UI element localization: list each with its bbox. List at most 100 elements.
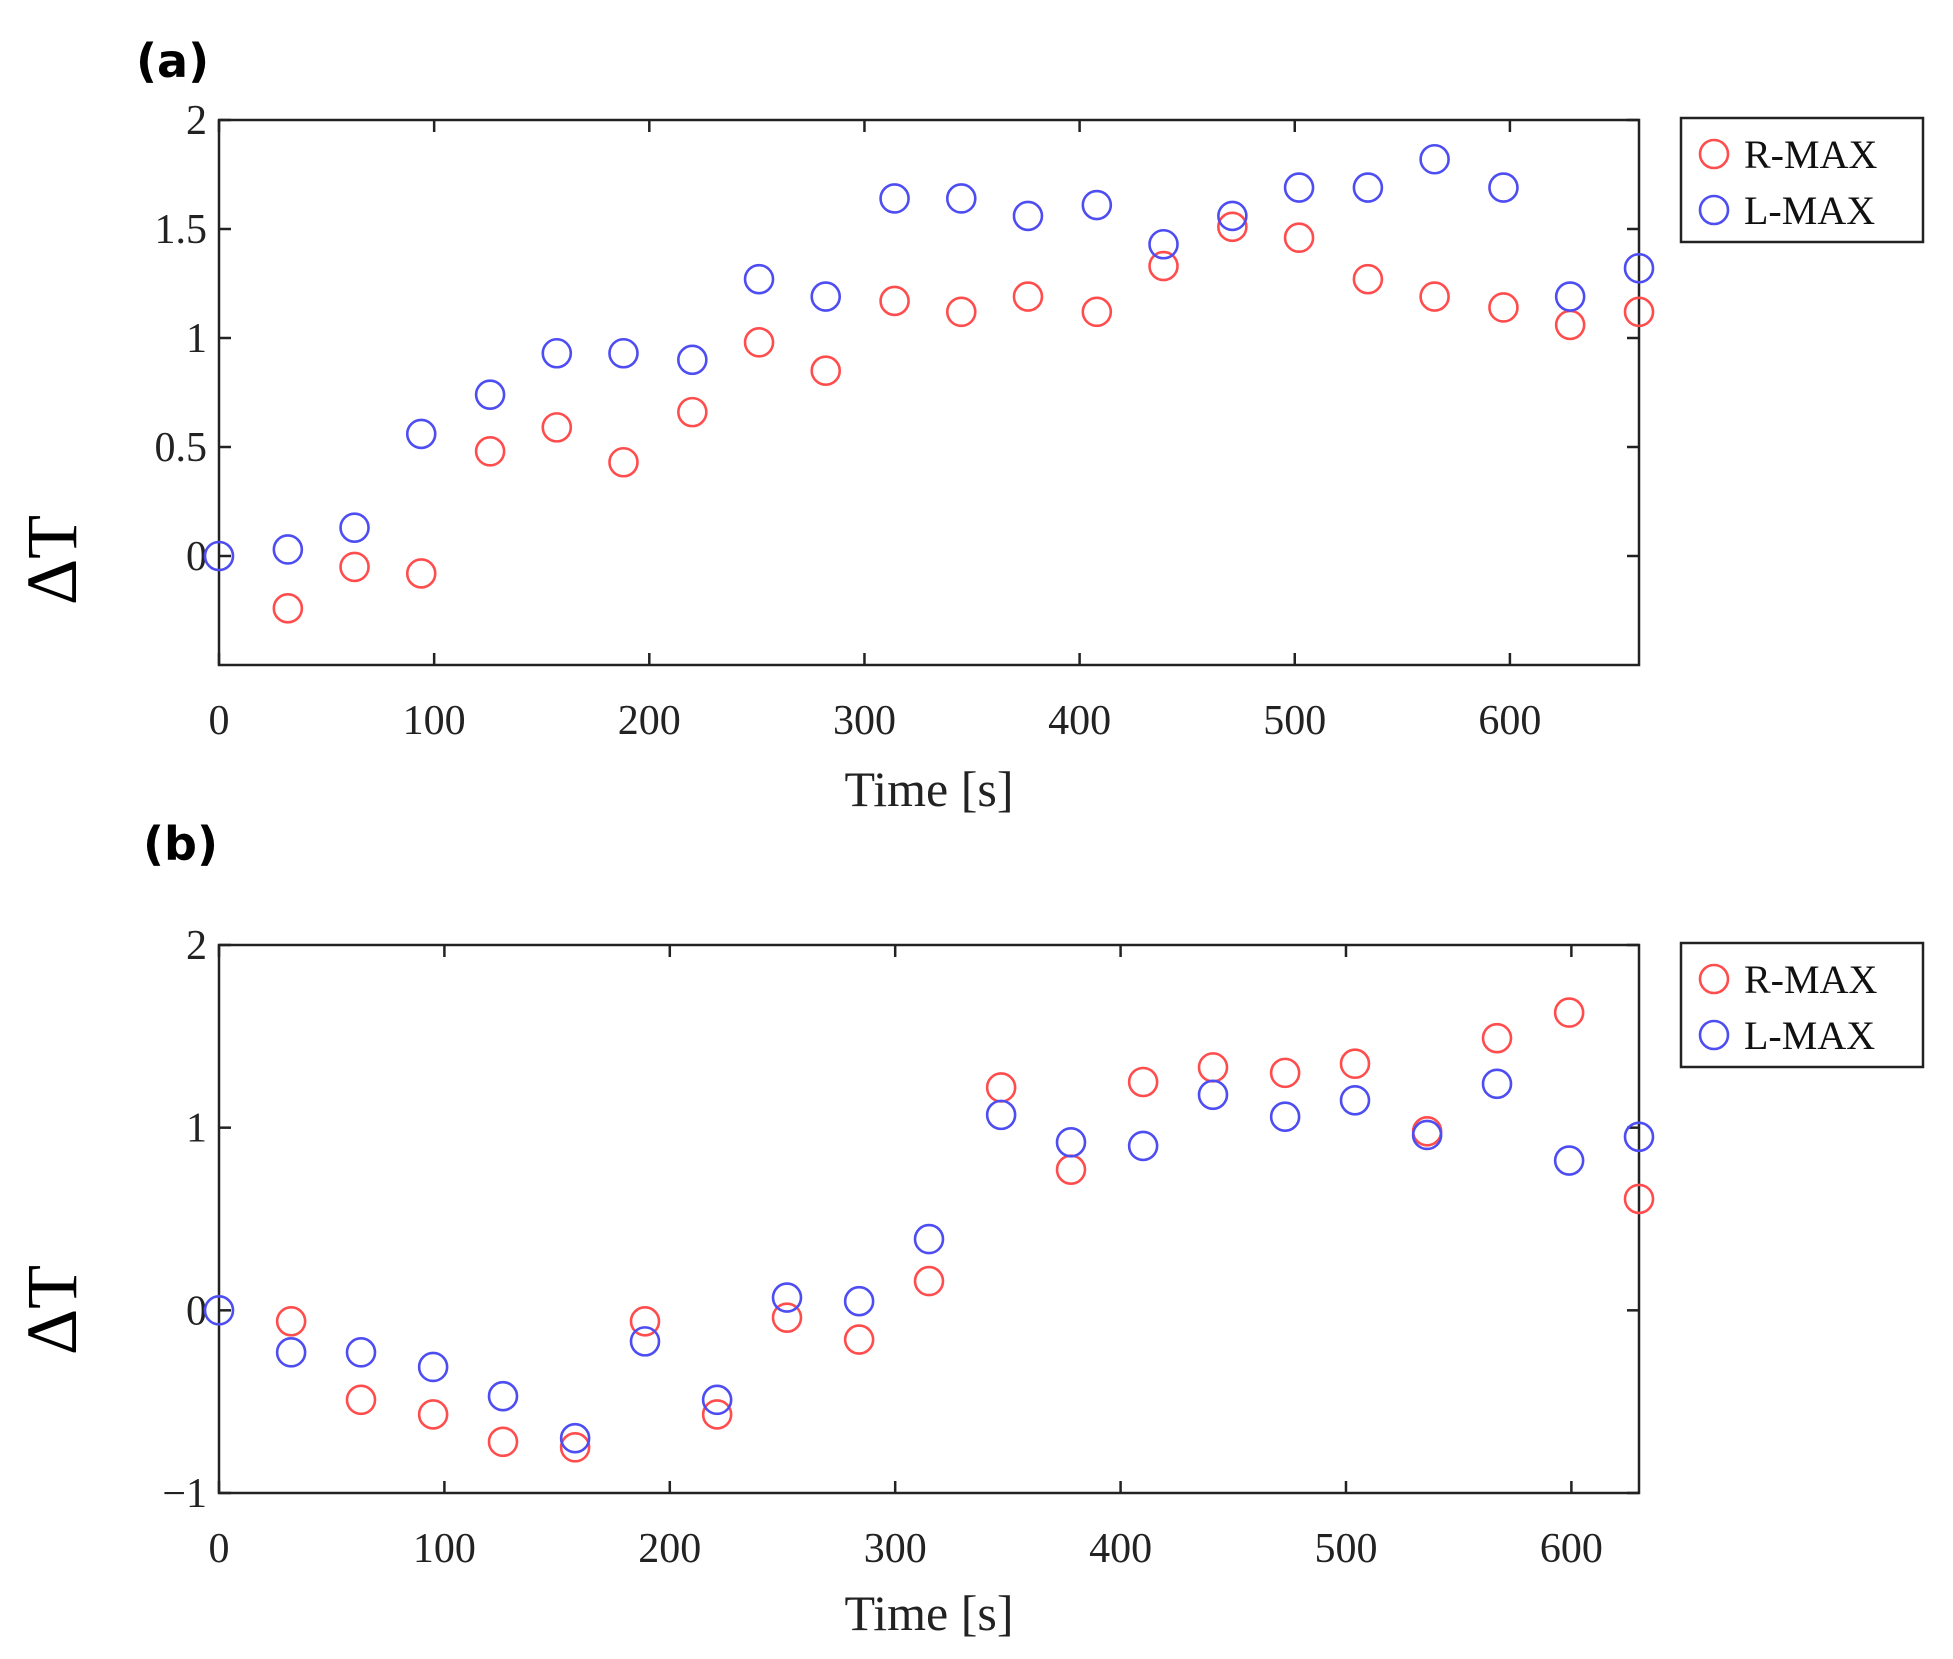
panel-a-point-r-max — [1283, 222, 1315, 254]
panel-a-label: (a) — [136, 34, 209, 88]
panel-b-x-tick-label: 0 — [209, 1526, 230, 1572]
panel-a-x-tick-label: 500 — [1263, 698, 1326, 744]
panel-b-point-l-max — [1197, 1079, 1229, 1111]
panel-a-point-l-max — [474, 379, 506, 410]
panel-a-point-l-max — [405, 418, 437, 450]
panel-b-point-r-max — [985, 1072, 1017, 1103]
panel-b-x-tick-label: 600 — [1540, 1526, 1603, 1572]
panel-a-point-r-max — [1217, 211, 1248, 243]
panel-a-point-r-max — [272, 593, 304, 624]
panel-b-point-r-max — [1197, 1052, 1229, 1083]
panel-a-point-l-max — [879, 183, 910, 214]
panel-b-point-l-max — [701, 1384, 733, 1416]
panel-a-point-l-max — [339, 512, 370, 543]
panel-b-y-tick-label: 1 — [186, 1106, 207, 1152]
panel-b-point-r-max — [417, 1399, 449, 1430]
panel-b-point-r-max — [1553, 997, 1585, 1028]
panel-a-point-r-max — [1488, 292, 1519, 323]
panel-a-x-tick-labels: 0 100 200 300 400 500 600 — [209, 698, 1542, 744]
panel-b-point-l-max — [1623, 1121, 1655, 1153]
panel-b-point-r-max — [629, 1305, 661, 1337]
panel-a-point-r-max — [474, 436, 506, 467]
panel-a-point-r-max — [1419, 281, 1450, 312]
panel-b-point-r-max — [1055, 1154, 1087, 1185]
panel-a-point-l-max — [810, 281, 842, 312]
panel-a-point-r-max — [405, 558, 437, 589]
panel-b-legend: R-MAX L-MAX — [1679, 941, 1925, 1069]
panel-a-x-tick-label: 300 — [833, 698, 896, 744]
panel-b-x-tick-labels: 0 100 200 300 400 500 600 — [209, 1526, 1603, 1572]
panel-b-point-l-max — [1481, 1068, 1513, 1100]
panel-b-legend-marker-l-max — [1698, 1019, 1730, 1051]
panel-a-point-l-max — [1012, 200, 1044, 232]
panel-a-data-points — [203, 143, 1655, 624]
panel-a-point-l-max — [1554, 281, 1586, 312]
panel-a-point-l-max — [1488, 172, 1519, 203]
panel-a-point-r-max — [1148, 250, 1179, 282]
panel-a-x-tick-label: 600 — [1478, 698, 1541, 744]
panel-b-ticks — [217, 943, 1639, 1495]
panel-a-y-tick-label: 0.5 — [155, 425, 208, 471]
panel-b-x-tick-label: 100 — [413, 1526, 476, 1572]
panel-b-point-r-max — [701, 1399, 733, 1430]
panel-a: (a) 0 100 200 300 400 500 600 0 0.5 1 1.5 2 Time [… — [12, 34, 1925, 817]
panel-b-point-r-max — [345, 1384, 377, 1416]
panel-a-point-r-max — [1352, 263, 1384, 295]
panel-b-x-axis-title: Time [s] — [844, 1585, 1013, 1641]
panel-b-point-r-max — [1269, 1057, 1301, 1089]
panel-a-y-tick-label: 2 — [186, 98, 207, 144]
panel-b-point-r-max — [559, 1432, 591, 1463]
panel-a-legend-label-r-max: R-MAX — [1744, 132, 1877, 177]
panel-b-point-r-max — [1127, 1066, 1159, 1098]
panel-b-point-l-max — [417, 1351, 449, 1383]
panel-a-point-l-max — [1283, 172, 1315, 203]
panel-a-point-r-max — [608, 446, 639, 478]
panel-a-point-r-max — [1554, 309, 1586, 341]
panel-a-point-r-max — [541, 412, 573, 443]
panel-b-point-l-max — [345, 1337, 377, 1368]
panel-b-point-r-max — [275, 1305, 307, 1337]
panel-b-plot-frame — [217, 943, 1641, 1495]
panel-a-plot-frame — [217, 118, 1641, 667]
panel-b-legend-label-l-max: L-MAX — [1744, 1013, 1875, 1058]
panel-a-point-l-max — [541, 337, 573, 369]
panel-b-x-tick-label: 200 — [638, 1526, 701, 1572]
panel-a-point-r-max — [743, 327, 775, 358]
panel-a-y-tick-label: 1.5 — [155, 207, 208, 253]
panel-b-legend-label-r-max: R-MAX — [1744, 957, 1877, 1002]
panel-b-point-r-max — [771, 1302, 803, 1333]
panel-a-legend-marker-l-max — [1698, 194, 1730, 226]
panel-b-point-l-max — [1055, 1126, 1087, 1158]
panel-a-y-axis-title: ΔT — [12, 515, 92, 605]
panel-b-point-l-max — [203, 1295, 235, 1326]
panel-b-point-l-max — [771, 1282, 803, 1313]
panel-a-point-r-max — [810, 355, 842, 387]
panel-a-point-l-max — [1148, 228, 1179, 260]
panel-a-y-tick-labels: 0 0.5 1 1.5 2 — [155, 98, 208, 580]
panel-a-legend-label-l-max: L-MAX — [1744, 188, 1875, 233]
panel-b-point-r-max — [1481, 1022, 1513, 1054]
panel-b-legend-marker-r-max — [1698, 963, 1730, 995]
panel-a-ticks — [217, 118, 1639, 665]
panel-a-point-r-max — [945, 296, 977, 328]
panel-b-point-l-max — [1553, 1145, 1585, 1176]
panel-a-point-l-max — [1081, 189, 1113, 221]
panel-b-y-tick-label: 0 — [186, 1288, 207, 1334]
panel-a-x-tick-label: 0 — [209, 698, 230, 744]
panel-a-point-r-max — [677, 396, 708, 428]
panel-b-x-tick-label: 500 — [1314, 1526, 1377, 1572]
panel-b-point-l-max — [487, 1380, 519, 1412]
panel-a-point-l-max — [1352, 172, 1384, 203]
panel-a-y-tick-label: 1 — [186, 316, 207, 362]
panel-a-point-l-max — [1217, 200, 1248, 232]
panel-b-point-l-max — [1269, 1101, 1301, 1133]
panel-a-point-l-max — [743, 263, 775, 295]
panel-b-y-tick-labels: −1 0 1 2 — [162, 923, 207, 1517]
panel-a-point-r-max — [1081, 296, 1113, 328]
panel-b-point-r-max — [1623, 1183, 1655, 1215]
panel-b-point-l-max — [275, 1337, 307, 1368]
panel-a-point-l-max — [1623, 252, 1655, 284]
panel-a-x-tick-label: 200 — [618, 698, 681, 744]
